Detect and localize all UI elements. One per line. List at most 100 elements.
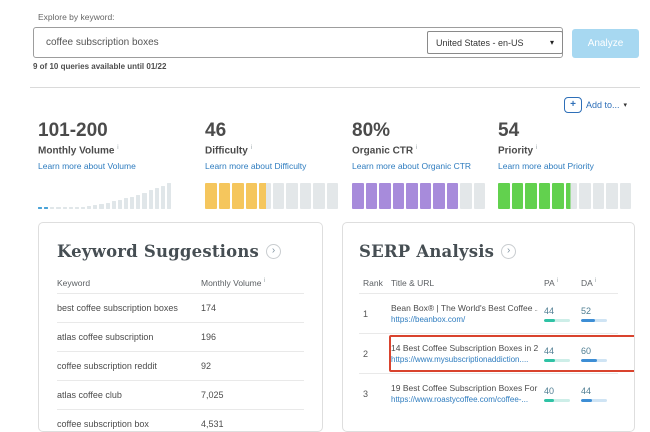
info-icon[interactable]: i	[415, 144, 418, 151]
gauge-segment	[592, 183, 604, 210]
monthly-volume-value: 101-200	[38, 120, 108, 141]
gauge-segment	[606, 183, 618, 210]
keyword-row[interactable]: coffee subscription reddit 92	[57, 351, 304, 380]
gauge-segment	[406, 183, 418, 210]
monthly-volume-cell: 196	[201, 332, 217, 342]
organic-ctr-value: 80%	[352, 120, 391, 141]
gauge-segment	[218, 183, 230, 210]
info-icon[interactable]: i	[263, 278, 266, 285]
open-keyword-suggestions-icon[interactable]: ›	[266, 243, 282, 259]
rank-cell: 2	[363, 348, 369, 359]
gauge-segment	[419, 183, 431, 210]
serp-analysis-title: SERP Analysis	[359, 241, 495, 261]
da-score: 60	[581, 345, 592, 356]
divider	[30, 87, 640, 88]
pa-column-header: PA	[544, 278, 555, 288]
da-score-bar	[581, 318, 607, 322]
pa-score-bar	[544, 358, 570, 362]
gauge-segment	[498, 183, 510, 210]
histogram-bar	[142, 193, 147, 210]
title-url-cell: 14 Best Coffee Subscription Boxes in 2..…	[391, 343, 544, 365]
info-icon[interactable]: i	[556, 278, 558, 285]
da-score-bar	[581, 358, 607, 362]
histogram-bar	[136, 195, 141, 210]
keyword-row[interactable]: coffee subscription box 4,531	[57, 409, 304, 431]
learn-more-priority-link[interactable]: Learn more about Priority	[498, 161, 594, 172]
title-url-cell: Bean Box® | The World's Best Coffee ... h…	[391, 303, 544, 325]
info-icon[interactable]: i	[117, 144, 119, 151]
gauge-segment	[326, 183, 338, 210]
histogram-bar	[74, 207, 79, 210]
serp-result-row[interactable]: 3 19 Best Coffee Subscription Boxes For .…	[359, 373, 618, 413]
keyword-row[interactable]: atlas coffee subscription 196	[57, 322, 304, 351]
gauge-segment	[460, 183, 472, 210]
monthly-volume-label: Monthly Volume	[38, 145, 115, 157]
histogram-bar	[166, 183, 172, 210]
histogram-bar	[93, 205, 98, 210]
monthly-volume-cell: 92	[201, 361, 212, 371]
histogram-bar	[117, 200, 122, 210]
da-cell: 52	[581, 306, 618, 322]
difficulty-label: Difficulty	[205, 145, 248, 157]
serp-result-row[interactable]: 2 14 Best Coffee Subscription Boxes in 2.…	[359, 333, 634, 373]
info-icon[interactable]: i	[535, 144, 538, 151]
result-url-link[interactable]: https://beanbox.com/	[391, 314, 466, 324]
result-url-link[interactable]: https://www.roastycoffee.com/coffee-...	[391, 394, 529, 404]
keyword-suggestions-title: Keyword Suggestions	[57, 241, 260, 261]
metric-priority: 54 Priority i Learn more about Priority	[498, 120, 638, 210]
gauge-segment	[299, 183, 311, 210]
histogram-bar	[68, 207, 73, 210]
open-serp-analysis-icon[interactable]: ›	[501, 243, 517, 259]
gauge-segment	[245, 183, 257, 210]
explore-by-keyword-label: Explore by keyword:	[38, 12, 115, 22]
gauge-segment	[272, 183, 284, 210]
add-to-label: Add to...	[586, 100, 620, 110]
organic-ctr-gauge	[352, 183, 485, 210]
monthly-volume-column-header: Monthly Volume	[201, 278, 262, 288]
pa-score: 44	[544, 345, 555, 356]
gauge-segment	[433, 183, 445, 210]
gauge-segment	[619, 183, 631, 210]
rank-cell: 1	[363, 308, 369, 319]
locale-dropdown[interactable]: United States - en-US ▾	[427, 31, 563, 54]
keyword-row[interactable]: atlas coffee club 7,025	[57, 380, 304, 409]
info-icon[interactable]: i	[250, 144, 252, 151]
histogram-bar	[56, 207, 61, 210]
pa-score-bar	[544, 398, 570, 402]
gauge-segment	[379, 183, 391, 210]
gauge-segment	[205, 183, 217, 210]
gauge-segment	[579, 183, 591, 210]
gauge-segment	[525, 183, 537, 210]
priority-gauge	[498, 183, 631, 210]
pa-cell: 44	[544, 306, 581, 322]
histogram-bar	[148, 190, 153, 210]
analyze-button[interactable]: Analyze	[572, 29, 639, 58]
rank-column-header: Rank	[363, 278, 383, 288]
plus-icon: +	[564, 97, 582, 113]
serp-table-body: 1 Bean Box® | The World's Best Coffee ...…	[359, 293, 634, 413]
learn-more-organic-ctr-link[interactable]: Learn more about Organic CTR	[352, 161, 472, 172]
learn-more-volume-link[interactable]: Learn more about Volume	[38, 161, 136, 172]
info-icon[interactable]: i	[594, 278, 597, 285]
da-score-fill	[581, 318, 595, 322]
metric-monthly-volume: 101-200 Monthly Volume i Learn more abou…	[38, 120, 178, 210]
pa-cell: 44	[544, 346, 581, 362]
histogram-bar	[154, 188, 159, 210]
da-score: 44	[581, 385, 592, 396]
serp-result-row[interactable]: 1 Bean Box® | The World's Best Coffee ...…	[359, 293, 618, 333]
histogram-bar	[50, 207, 55, 210]
da-score-fill	[581, 358, 597, 362]
histogram-bar	[87, 206, 92, 210]
pa-score-fill	[544, 318, 556, 322]
locale-dropdown-value: United States - en-US	[436, 37, 524, 48]
pa-score: 40	[544, 385, 555, 396]
title-url-column-header: Title & URL	[391, 278, 435, 288]
learn-more-difficulty-link[interactable]: Learn more about Difficulty	[205, 161, 307, 172]
monthly-volume-cell: 174	[201, 303, 217, 313]
keyword-row[interactable]: best coffee subscription boxes 174	[57, 293, 304, 322]
da-cell: 44	[581, 386, 618, 402]
da-score: 52	[581, 305, 592, 316]
add-to-button[interactable]: + Add to... ▾	[564, 96, 627, 114]
pa-score-fill	[544, 358, 556, 362]
result-url-link[interactable]: https://www.mysubscriptionaddiction....	[391, 354, 529, 364]
